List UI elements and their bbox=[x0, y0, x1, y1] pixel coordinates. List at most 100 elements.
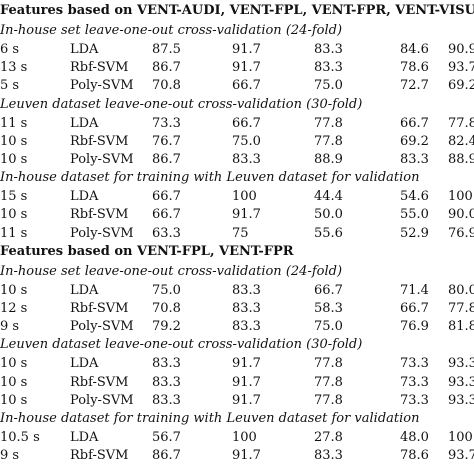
table-cell: 56.7 bbox=[152, 430, 181, 445]
table-cell: LDA bbox=[70, 189, 99, 205]
table-cell: 83.3 bbox=[152, 392, 181, 408]
table-cell: LDA bbox=[70, 430, 99, 445]
table-cell: 93.3 bbox=[448, 356, 474, 372]
table-cell: LDA bbox=[70, 42, 99, 57]
table-cell: 93.3 bbox=[448, 374, 474, 390]
table-cell: 83.3 bbox=[232, 319, 261, 335]
table-cell: 91.7 bbox=[232, 207, 261, 223]
table-cell: 100 bbox=[232, 430, 257, 445]
table-cell: 75.0 bbox=[232, 133, 261, 149]
table-cell: 69.2 bbox=[448, 78, 474, 94]
table-cell: 70.8 bbox=[152, 78, 181, 94]
table-cell: 83.3 bbox=[314, 60, 343, 76]
table-cell: 75.0 bbox=[152, 282, 181, 298]
table-cell: LDA bbox=[70, 282, 99, 298]
table-cell: 12 s bbox=[0, 301, 28, 316]
table-cell: 66.7 bbox=[232, 115, 261, 131]
table-cell: Rbf-SVM bbox=[70, 301, 129, 316]
table-cell: Poly-SVM bbox=[70, 392, 134, 408]
table-cell: 76.7 bbox=[152, 133, 181, 149]
section-title: Features based on VENT-AUDI, VENT-FPL, V… bbox=[0, 3, 474, 18]
table-cell: 88.9 bbox=[314, 152, 343, 167]
table-cell: 55.6 bbox=[314, 225, 343, 241]
table-cell: 10 s bbox=[0, 152, 28, 167]
table-cell: 91.7 bbox=[232, 42, 261, 57]
table-cell: 87.5 bbox=[152, 42, 181, 57]
table-cell: 93.3 bbox=[448, 392, 474, 408]
table-cell: 15 s bbox=[0, 189, 28, 205]
table-cell: 11 s bbox=[0, 115, 28, 131]
table-cell: 86.7 bbox=[152, 152, 181, 167]
table-cell: Rbf-SVM bbox=[70, 207, 129, 223]
table-cell: 90.0 bbox=[448, 207, 474, 223]
table-cell: 91.7 bbox=[232, 374, 261, 390]
table-cell: 77.8 bbox=[314, 374, 343, 390]
table-cell: 66.7 bbox=[232, 78, 261, 94]
table-cell: 44.4 bbox=[314, 189, 343, 205]
table-cell: 73.3 bbox=[400, 374, 429, 390]
table-cell: 84.6 bbox=[400, 42, 429, 57]
table-cell: 66.7 bbox=[400, 115, 429, 131]
table-cell: 100 bbox=[448, 189, 473, 205]
table-cell: 93.7 bbox=[448, 60, 474, 76]
table-cell: 83.3 bbox=[232, 282, 261, 298]
table-cell: 52.9 bbox=[400, 225, 429, 241]
table-cell: 9 s bbox=[0, 319, 20, 335]
table-cell: 10 s bbox=[0, 374, 28, 390]
table-cell: 77.8 bbox=[448, 301, 474, 316]
table-cell: 69.2 bbox=[400, 133, 429, 149]
table-cell: 77.8 bbox=[314, 115, 343, 131]
table-cell: 91.7 bbox=[232, 60, 261, 76]
table-cell: LDA bbox=[70, 356, 99, 372]
table-cell: 81.8 bbox=[448, 319, 474, 335]
table-cell: 73.3 bbox=[400, 392, 429, 408]
section-title: Features based on VENT-FPL, VENT-FPR bbox=[0, 243, 294, 259]
table-cell: 72.7 bbox=[400, 78, 429, 94]
table-cell: 100 bbox=[448, 430, 473, 445]
table-cell: 54.6 bbox=[400, 189, 429, 205]
table-cell: 83.3 bbox=[232, 301, 261, 316]
table-cell: Poly-SVM bbox=[70, 78, 134, 94]
group-title: Leuven dataset leave-one-out cross-valid… bbox=[0, 96, 363, 112]
table-cell: 91.7 bbox=[232, 356, 261, 372]
table-cell: 75.0 bbox=[314, 78, 343, 94]
table-cell: 75 bbox=[232, 225, 249, 241]
table-cell: 86.7 bbox=[152, 60, 181, 76]
table-cell: Rbf-SVM bbox=[70, 60, 129, 76]
table-cell: LDA bbox=[70, 115, 99, 131]
table-cell: 77.8 bbox=[314, 392, 343, 408]
table-cell: 6 s bbox=[0, 42, 20, 57]
table-cell: 100 bbox=[232, 189, 257, 205]
table-cell: 5 s bbox=[0, 78, 20, 94]
table-cell: 10 s bbox=[0, 133, 28, 149]
table-cell: Rbf-SVM bbox=[70, 133, 129, 149]
table-cell: 55.0 bbox=[400, 207, 429, 223]
table-cell: Rbf-SVM bbox=[70, 448, 129, 464]
table-cell: 79.2 bbox=[152, 319, 181, 335]
table-cell: 66.7 bbox=[314, 282, 343, 298]
table-cell: 76.9 bbox=[448, 225, 474, 241]
table-cell: 93.7 bbox=[448, 448, 474, 464]
table-cell: 90.9 bbox=[448, 42, 474, 57]
table-cell: 63.3 bbox=[152, 225, 181, 241]
group-title: In-house dataset for training with Leuve… bbox=[0, 411, 420, 426]
table-cell: 73.3 bbox=[400, 356, 429, 372]
table-cell: 77.8 bbox=[448, 115, 474, 131]
table-cell: 70.8 bbox=[152, 301, 181, 316]
group-title: In-house set leave-one-out cross-validat… bbox=[0, 23, 343, 38]
table-cell: Poly-SVM bbox=[70, 319, 134, 335]
table-cell: 73.3 bbox=[152, 115, 181, 131]
table-cell: 66.7 bbox=[152, 189, 181, 205]
table-cell: 66.7 bbox=[400, 301, 429, 316]
table-cell: 91.7 bbox=[232, 448, 261, 464]
table-cell: 10 s bbox=[0, 392, 28, 408]
table-cell: 77.8 bbox=[314, 133, 343, 149]
group-title: In-house set leave-one-out cross-validat… bbox=[0, 263, 343, 279]
table-cell: Poly-SVM bbox=[70, 225, 134, 241]
table-cell: 88.9 bbox=[448, 152, 474, 167]
table-cell: 77.8 bbox=[314, 356, 343, 372]
table-cell: 13 s bbox=[0, 60, 28, 76]
table-cell: 58.3 bbox=[314, 301, 343, 316]
table-cell: 27.8 bbox=[314, 430, 343, 445]
